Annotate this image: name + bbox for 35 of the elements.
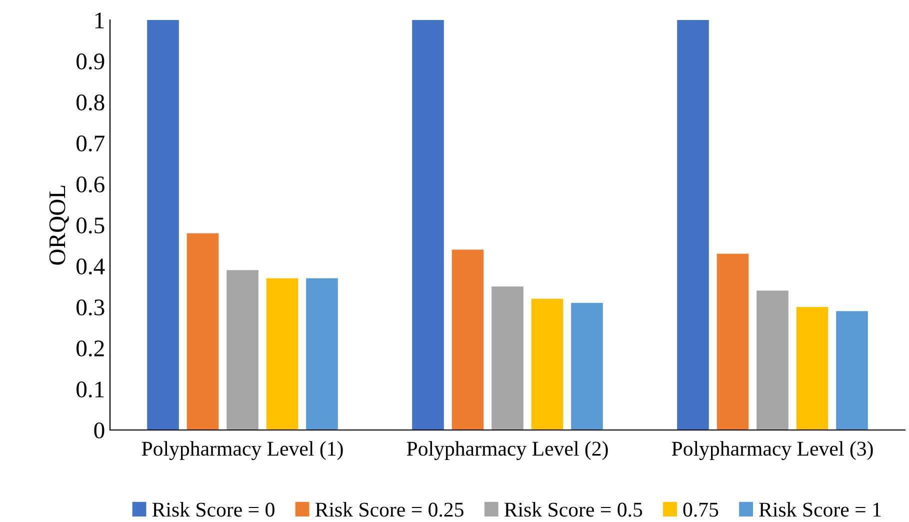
bar: [306, 278, 338, 430]
bar: [836, 311, 868, 430]
bar: [796, 307, 828, 430]
bar: [677, 20, 709, 430]
y-tick-label: 0.6: [76, 176, 104, 193]
x-tick-label: Polypharmacy Level (2): [406, 441, 608, 460]
bar: [147, 20, 179, 430]
legend-label: Risk Score = 1: [759, 502, 881, 517]
x-tick-label: Polypharmacy Level (1): [142, 441, 343, 460]
bar: [266, 278, 298, 430]
y-tick-label: 0.3: [76, 299, 104, 316]
legend-label: 0.75: [683, 502, 718, 517]
bar: [226, 270, 258, 430]
y-axis-title: ORQOL: [49, 186, 69, 265]
legend-label: Risk Score = 0.5: [504, 502, 642, 517]
y-tick-label: 0.5: [76, 217, 104, 234]
bar: [452, 250, 484, 430]
y-tick-label: 0.8: [76, 94, 104, 111]
y-tick-label: 0.2: [76, 340, 104, 357]
y-tick-label: 0.4: [76, 258, 105, 275]
bar: [186, 233, 219, 430]
x-tick-label: Polypharmacy Level (3): [672, 441, 873, 460]
bar: [412, 20, 444, 430]
y-tick-label: 0.1: [76, 381, 104, 398]
y-tick-label: 1: [95, 12, 104, 28]
y-tick-label: 0.7: [76, 135, 104, 152]
bar: [571, 302, 603, 430]
bar: [756, 290, 788, 430]
legend-label: Risk Score = 0: [152, 502, 274, 517]
legend-label: Risk Score = 0.25: [315, 502, 464, 517]
bar: [492, 286, 524, 430]
y-tick-label: 0.9: [76, 53, 104, 70]
y-tick-label: 0: [94, 422, 104, 438]
bar: [716, 254, 749, 430]
bar: [531, 298, 564, 430]
